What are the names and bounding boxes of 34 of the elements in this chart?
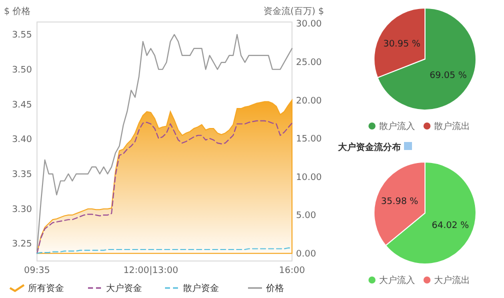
data-label: 64.02 % (432, 221, 470, 232)
y-tick-label: 3.30 (12, 204, 32, 215)
x-tick-label: 12:00|13:00 (123, 266, 178, 276)
y2-tick-label: 20.00 (296, 96, 322, 106)
x-tick-label: 09:35 (24, 266, 50, 276)
chart-title: 大户资金流分布 (338, 142, 401, 153)
pie-slice (377, 8, 476, 110)
legend-label: 大户流出 (434, 275, 470, 286)
x-tick-label: 16:00 (279, 266, 306, 276)
line-series (36, 34, 293, 252)
y-tick-label: 3.45 (12, 100, 32, 110)
data-label: 35.98 % (381, 197, 419, 208)
y-tick-label: 3.35 (12, 170, 32, 180)
y-tick-label: 3.40 (12, 135, 32, 146)
y2-tick-label: 10.00 (296, 172, 322, 183)
legend-label: 价格 (265, 283, 284, 294)
data-label: 30.95 % (383, 39, 421, 50)
legend-label: 大户资金 (106, 283, 142, 294)
legend-label: 散户资金 (183, 283, 219, 294)
y2-tick-label: 0.00 (296, 249, 316, 260)
legend-label: 散户流入 (379, 121, 415, 132)
legend-label: 所有资金 (28, 283, 64, 294)
data-label: 69.05 % (430, 70, 468, 81)
y-tick-label: 3.50 (12, 66, 32, 76)
legend-label: 大户流入 (379, 275, 415, 286)
y-tick-label: 3.55 (12, 30, 32, 41)
legend-label: 散户流出 (434, 121, 470, 132)
y2-tick-label: 30.00 (296, 20, 322, 30)
y2-tick-label: 25.00 (296, 58, 322, 68)
y2-axis-title: 资金流(百万) $ (263, 6, 324, 17)
y2-tick-label: 15.00 (296, 134, 322, 145)
y2-tick-label: 5.00 (296, 211, 316, 222)
y-tick-label: 3.25 (12, 240, 32, 250)
y-axis-title: $ 价格 (4, 6, 31, 17)
